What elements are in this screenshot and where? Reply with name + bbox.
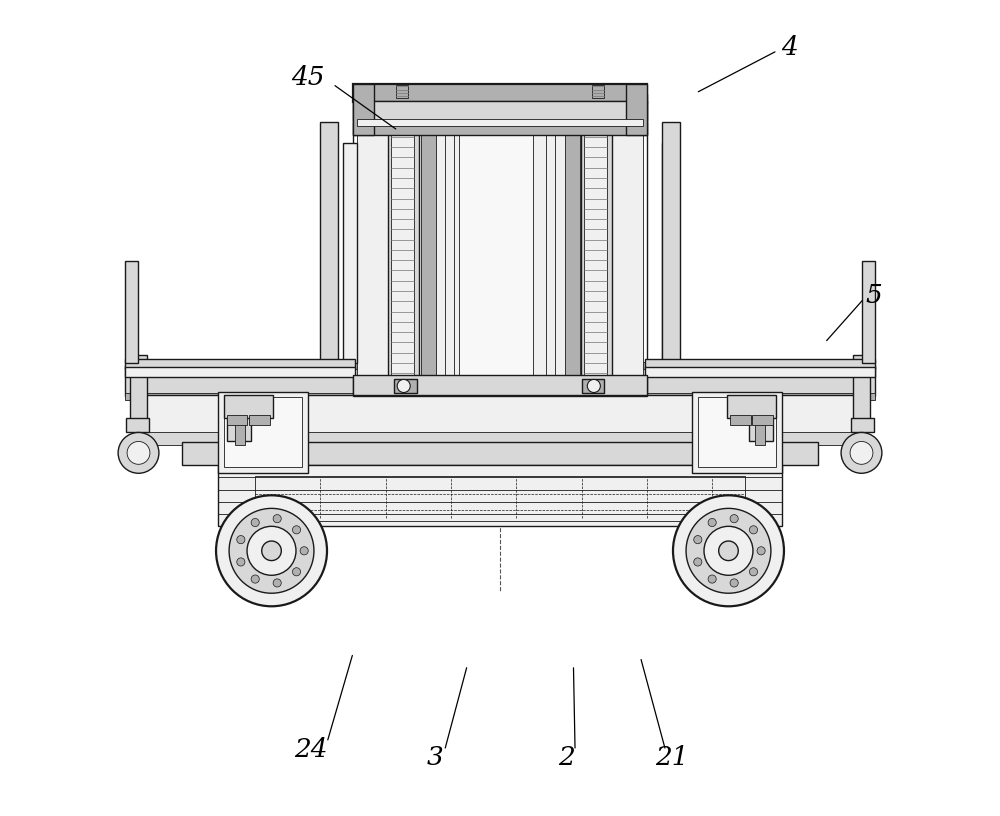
- Circle shape: [216, 495, 327, 606]
- Bar: [357, 119, 643, 126]
- Bar: [581, 98, 612, 392]
- Circle shape: [841, 432, 882, 473]
- Bar: [224, 395, 273, 418]
- Text: 5: 5: [865, 283, 882, 308]
- Bar: [125, 367, 355, 377]
- Bar: [357, 98, 643, 392]
- Circle shape: [251, 575, 259, 583]
- Bar: [227, 400, 251, 441]
- Circle shape: [229, 508, 314, 593]
- Circle shape: [730, 515, 738, 523]
- Text: 3: 3: [426, 745, 443, 769]
- Bar: [125, 261, 138, 363]
- Bar: [730, 415, 751, 425]
- Circle shape: [749, 568, 758, 576]
- Circle shape: [708, 575, 716, 583]
- Bar: [218, 392, 308, 473]
- Bar: [125, 362, 875, 369]
- Bar: [182, 442, 818, 465]
- Bar: [862, 261, 875, 363]
- Bar: [218, 465, 782, 526]
- Bar: [125, 365, 875, 396]
- Bar: [626, 84, 647, 135]
- Bar: [255, 476, 745, 521]
- Text: 24: 24: [294, 737, 327, 761]
- Bar: [353, 84, 374, 135]
- Circle shape: [587, 379, 600, 392]
- Bar: [235, 396, 245, 445]
- Circle shape: [719, 541, 738, 561]
- Circle shape: [127, 441, 150, 464]
- Bar: [353, 375, 647, 395]
- Bar: [125, 393, 875, 400]
- Circle shape: [247, 526, 296, 575]
- Circle shape: [673, 495, 784, 606]
- Bar: [130, 355, 147, 420]
- Circle shape: [730, 579, 738, 587]
- Bar: [853, 355, 870, 420]
- Bar: [353, 84, 647, 102]
- Bar: [125, 359, 355, 369]
- Bar: [141, 395, 859, 434]
- Bar: [445, 98, 454, 392]
- Bar: [851, 418, 874, 432]
- Bar: [752, 415, 773, 425]
- Circle shape: [292, 568, 301, 576]
- Circle shape: [300, 547, 308, 555]
- Bar: [224, 397, 302, 467]
- Bar: [353, 101, 647, 121]
- Text: 2: 2: [559, 745, 575, 769]
- Text: 21: 21: [655, 745, 688, 769]
- Bar: [565, 98, 580, 392]
- Circle shape: [237, 558, 245, 566]
- Bar: [249, 415, 270, 425]
- Text: 4: 4: [781, 35, 798, 60]
- Circle shape: [708, 518, 716, 526]
- Bar: [645, 367, 875, 377]
- Circle shape: [237, 535, 245, 543]
- Bar: [584, 103, 607, 388]
- Circle shape: [292, 526, 301, 534]
- Bar: [459, 98, 533, 392]
- Circle shape: [757, 547, 765, 555]
- Bar: [396, 85, 408, 98]
- Bar: [227, 415, 247, 425]
- Bar: [343, 143, 357, 363]
- Bar: [662, 143, 676, 363]
- Bar: [592, 85, 604, 98]
- Text: 45: 45: [291, 65, 325, 90]
- Bar: [727, 395, 776, 418]
- Circle shape: [694, 558, 702, 566]
- Bar: [421, 98, 436, 392]
- Bar: [755, 396, 765, 445]
- Bar: [141, 432, 859, 445]
- Circle shape: [850, 441, 873, 464]
- Bar: [320, 122, 338, 375]
- Bar: [582, 379, 604, 393]
- Bar: [126, 418, 149, 432]
- Bar: [698, 397, 776, 467]
- Bar: [391, 103, 414, 388]
- Bar: [394, 379, 417, 393]
- Circle shape: [397, 379, 410, 392]
- Circle shape: [749, 526, 758, 534]
- Bar: [692, 392, 782, 473]
- Bar: [662, 122, 680, 375]
- Circle shape: [704, 526, 753, 575]
- Circle shape: [273, 515, 281, 523]
- Bar: [546, 98, 555, 392]
- Bar: [388, 98, 419, 392]
- Bar: [353, 122, 647, 135]
- Bar: [353, 94, 647, 396]
- Circle shape: [251, 518, 259, 526]
- Circle shape: [686, 508, 771, 593]
- Circle shape: [118, 432, 159, 473]
- Circle shape: [262, 541, 281, 561]
- Bar: [645, 359, 875, 369]
- Circle shape: [694, 535, 702, 543]
- Bar: [749, 400, 773, 441]
- Circle shape: [273, 579, 281, 587]
